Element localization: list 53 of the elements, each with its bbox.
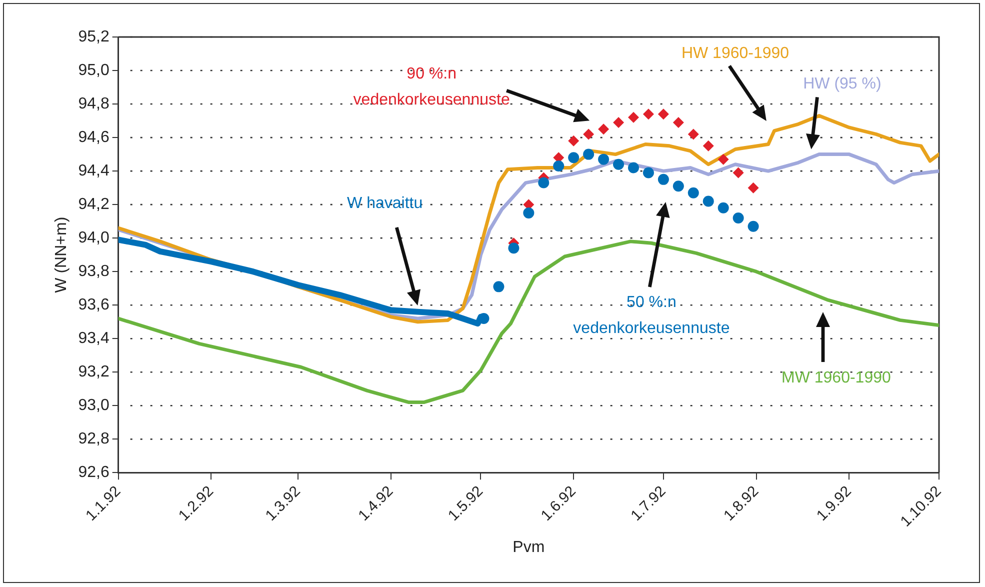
point [718,154,729,165]
y-tick-label: 92,8 [78,430,110,448]
point [583,148,594,160]
point [568,152,580,164]
point [748,220,759,232]
y-tick-label: 93,6 [78,296,110,314]
point [568,135,580,146]
y-tick-label: 94,6 [78,128,110,146]
point [672,180,684,192]
point [748,182,759,194]
y-tick-label: 94,8 [78,95,110,112]
text: W havaittu [347,195,423,212]
text: HW 1960-1990 [681,45,790,62]
point [598,154,610,165]
point [642,108,654,120]
point [628,162,639,174]
y-tick-label: 93,8 [78,263,110,280]
text: MW 1960-1990 [781,369,891,386]
point [628,112,639,123]
y-tick-label: 92,6 [78,464,110,482]
text: HW (95 %) [803,76,882,93]
point [732,167,744,178]
point [658,174,669,185]
point [613,116,624,128]
point [702,140,714,152]
point [688,128,699,140]
point [672,116,684,128]
point [553,160,564,172]
point [523,207,534,218]
point [538,177,550,188]
x-axis-title: Pvm [512,538,545,556]
point [718,202,729,214]
y-tick-label: 94,2 [78,196,110,213]
y-tick-label: 95,0 [78,62,110,79]
y-tick-label: 94,4 [78,162,110,180]
point [613,158,624,170]
point [508,242,520,254]
point [598,124,610,135]
point [688,187,699,198]
point [702,196,714,207]
point [642,167,654,178]
text: 90 %:n vedenkorkeusennuste [353,66,510,109]
y-tick-label: 93,0 [78,397,110,414]
y-tick-label: 94,0 [78,229,110,246]
y-tick-label: 93,2 [78,364,110,381]
point [658,108,669,120]
point [493,281,504,292]
y-tick-label: 95,2 [78,28,110,46]
y-axis-title: W (NN+m) [53,216,70,293]
point [732,212,744,224]
text: 50 %:n vedenkorkeusennuste [573,294,730,337]
y-tick-label: 93,4 [78,330,110,348]
point [583,128,594,140]
